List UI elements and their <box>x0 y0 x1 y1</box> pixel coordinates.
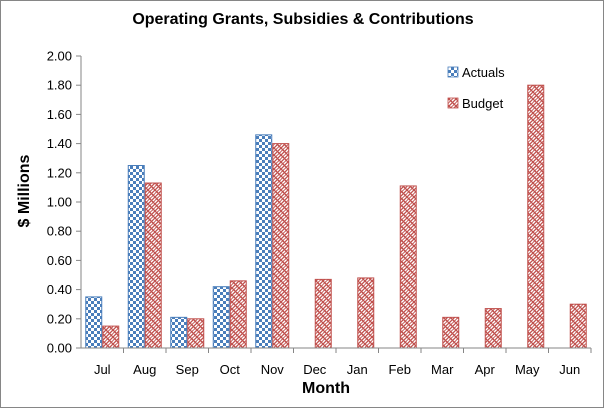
x-tick-label: May <box>515 362 540 377</box>
legend-swatch-budget <box>447 97 459 109</box>
bars <box>85 84 587 349</box>
x-tick-label: Nov <box>261 362 285 377</box>
x-tick-label: Jan <box>347 362 368 377</box>
y-tick-label: 1.00 <box>47 195 72 210</box>
bar-actuals-aug <box>127 165 145 349</box>
legend: Actuals Budget <box>447 65 505 111</box>
bar-budget-jan <box>357 277 375 349</box>
bar-budget-aug <box>144 182 162 349</box>
y-tick-label: 1.60 <box>47 107 72 122</box>
bar-budget-oct <box>229 280 247 349</box>
bar-budget-nov <box>272 143 290 349</box>
y-axis-label: $ Millions <box>16 154 33 227</box>
x-tick-label: Oct <box>220 362 241 377</box>
y-tick-label: 1.20 <box>47 165 72 180</box>
y-tick-label: 2.00 <box>47 49 72 64</box>
y-tick-label: 0.80 <box>47 224 72 239</box>
bar-actuals-nov <box>255 134 273 349</box>
bar-budget-mar <box>442 316 460 349</box>
bar-budget-dec <box>314 278 332 349</box>
y-tick-label: 0.40 <box>47 282 72 297</box>
bar-actuals-sep <box>170 316 188 349</box>
x-tick-label: Dec <box>303 362 327 377</box>
y-axis-ticks: 0.00 0.20 0.40 0.60 0.80 1.00 1.20 1.40 1.60 1.80… <box>47 49 81 356</box>
x-tick-label: Aug <box>133 362 156 377</box>
y-tick-label: 0.00 <box>47 341 72 356</box>
y-tick-label: 1.40 <box>47 136 72 151</box>
x-axis-ticks: Jul Aug Sep Oct Nov Dec Jan Feb Mar Apr May Jun <box>94 348 592 377</box>
bar-budget-apr <box>484 308 502 349</box>
x-tick-label: Jul <box>94 362 111 377</box>
bar-actuals-jul <box>85 296 103 349</box>
y-tick-label: 0.20 <box>47 311 72 326</box>
x-tick-label: Apr <box>475 362 496 377</box>
x-tick-label: Mar <box>431 362 454 377</box>
bar-actuals-oct <box>212 286 230 349</box>
legend-label-budget: Budget <box>462 96 504 111</box>
y-tick-label: 0.60 <box>47 253 72 268</box>
legend-swatch-actuals <box>447 66 459 78</box>
bar-budget-feb <box>399 185 417 349</box>
x-tick-label: Jun <box>559 362 580 377</box>
legend-label-actuals: Actuals <box>462 65 505 80</box>
bar-budget-jun <box>569 303 587 349</box>
bar-budget-sep <box>187 318 205 349</box>
x-tick-label: Sep <box>176 362 199 377</box>
bar-budget-may <box>527 84 545 349</box>
x-axis-label: Month <box>302 380 350 397</box>
y-tick-label: 1.80 <box>47 78 72 93</box>
x-tick-label: Feb <box>389 362 411 377</box>
chart-title: Operating Grants, Subsidies & Contributi… <box>132 11 473 28</box>
bar-budget-jul <box>102 325 120 349</box>
